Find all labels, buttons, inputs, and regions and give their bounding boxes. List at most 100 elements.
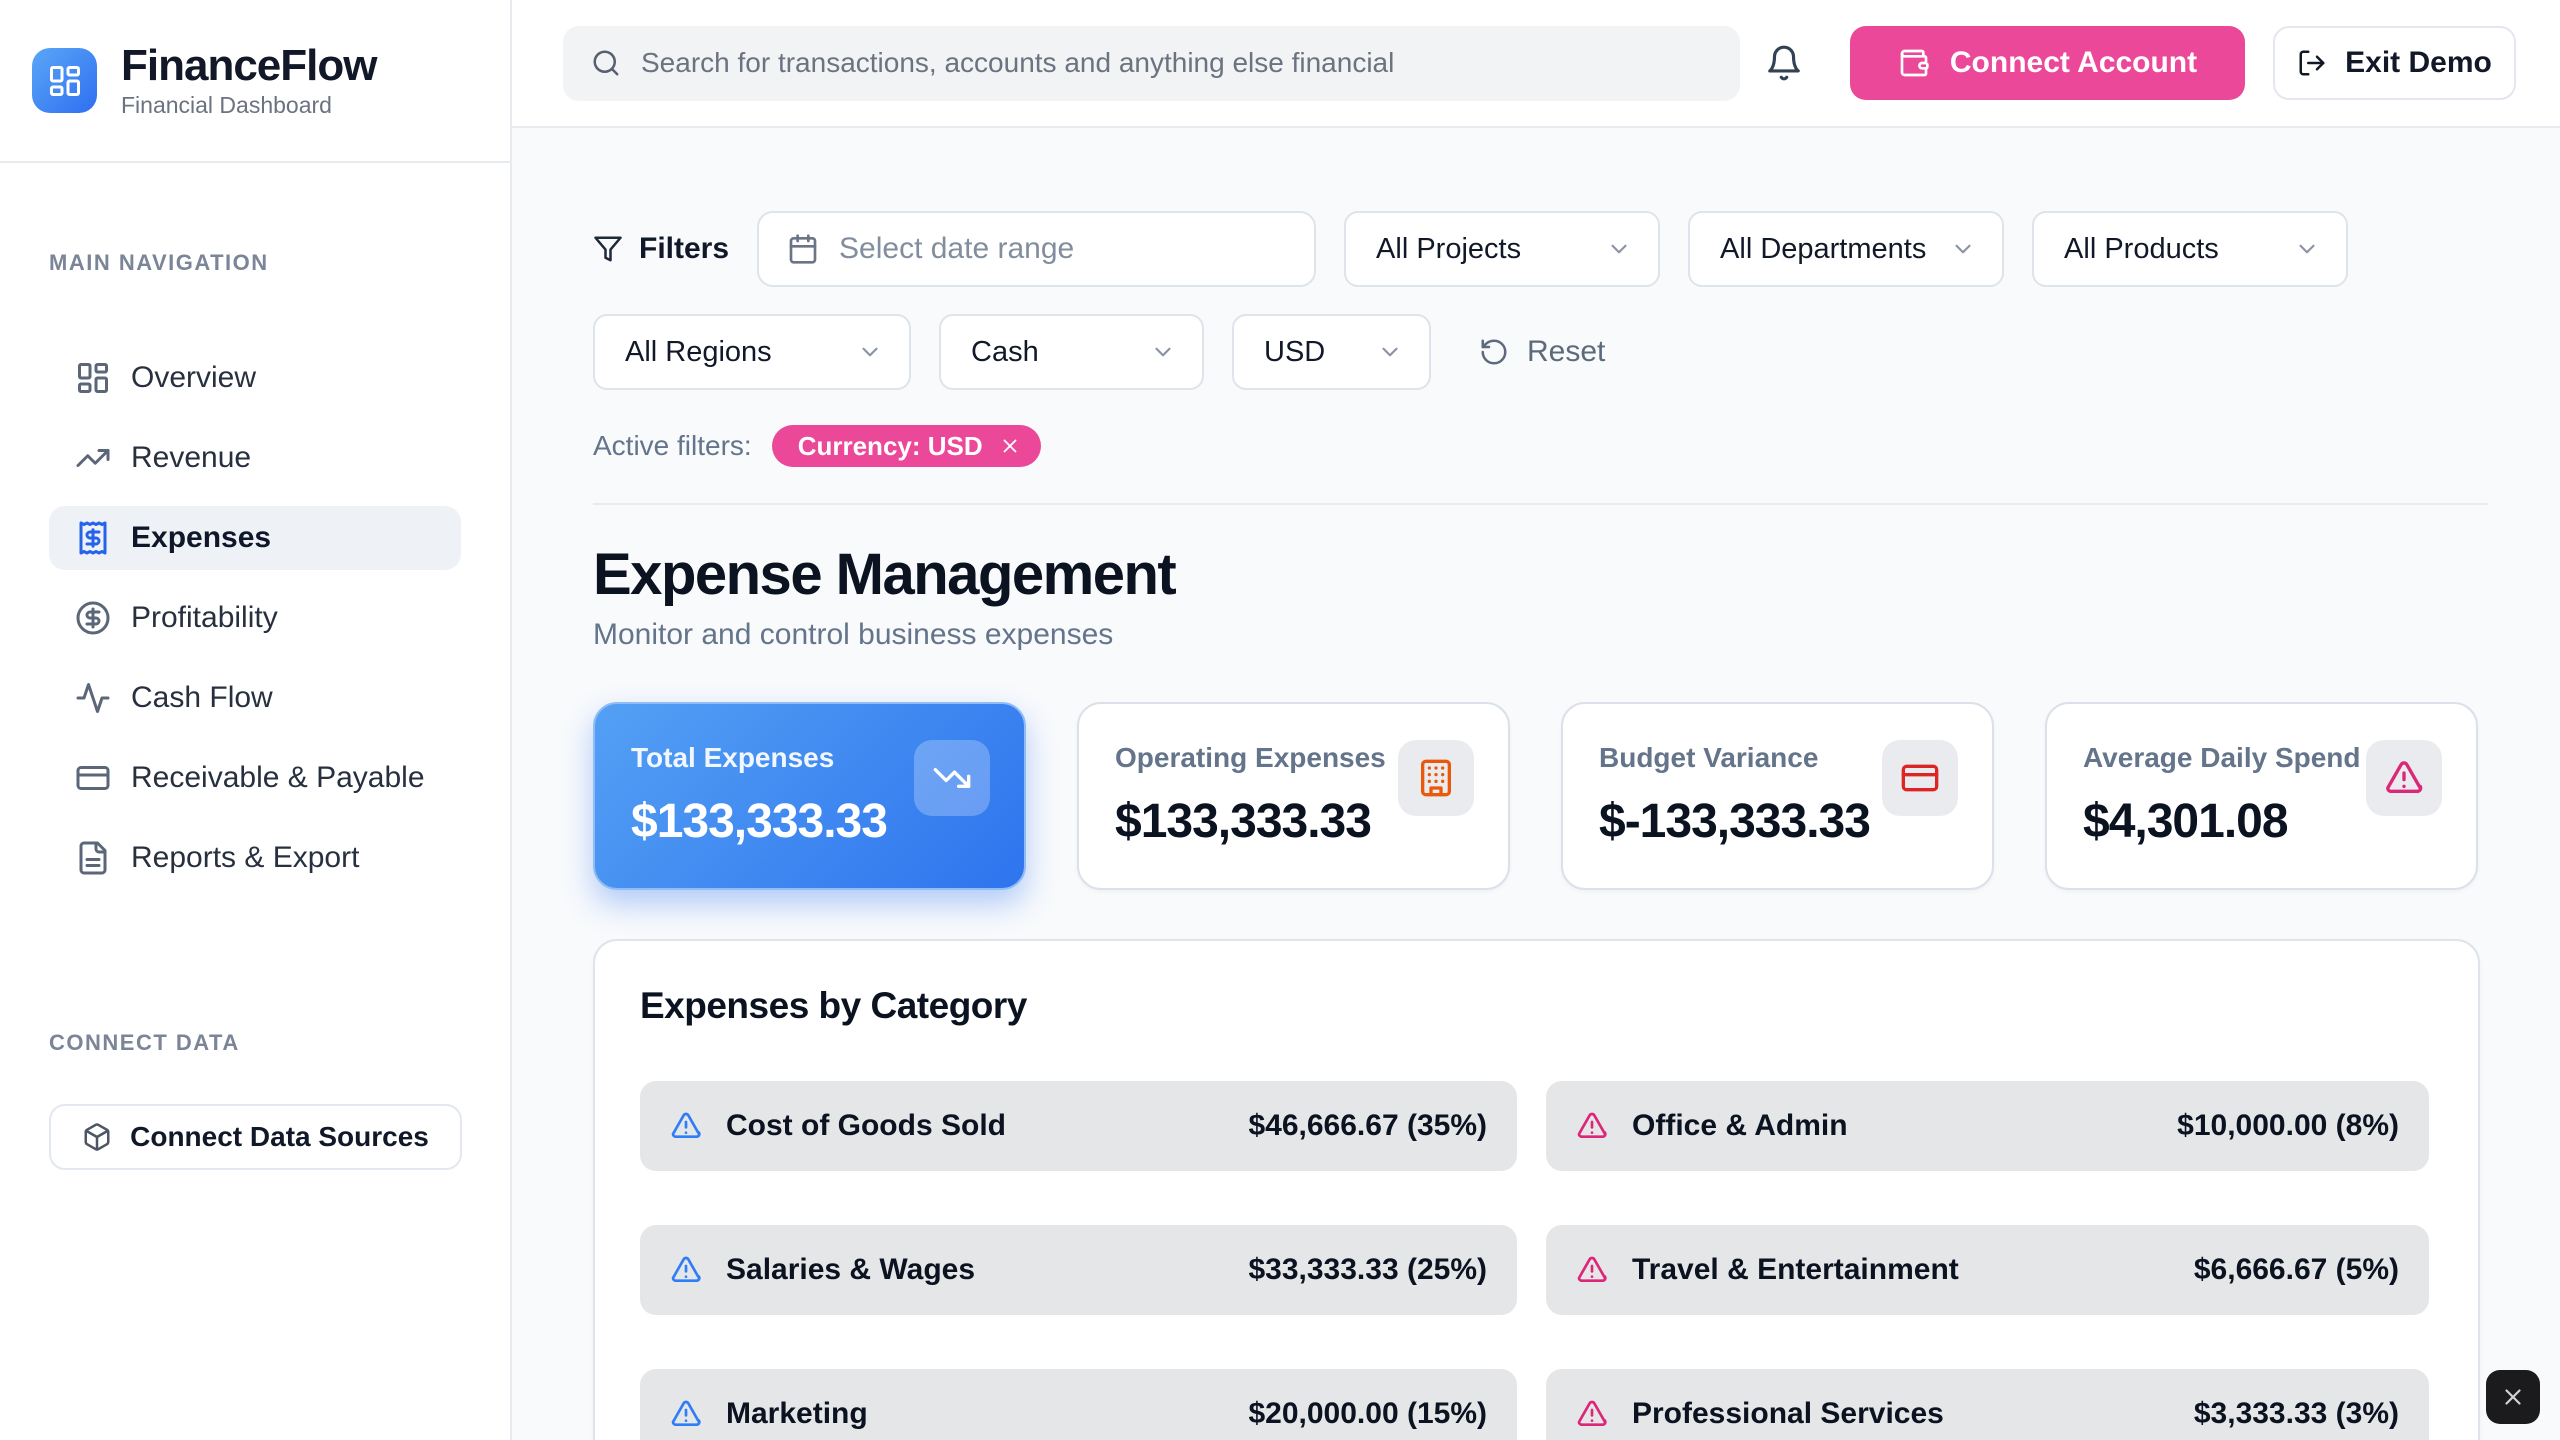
category-name: Travel & Entertainment: [1632, 1253, 1959, 1286]
chevron-down-icon: [857, 339, 883, 365]
alert-triangle-icon: [1576, 1398, 1608, 1430]
nav-item-icon: [75, 600, 111, 636]
stat-card[interactable]: Total Expenses $133,333.33: [593, 702, 1026, 890]
filter-select-value: All Products: [2064, 232, 2219, 265]
stat-card[interactable]: Operating Expenses $133,333.33: [1077, 702, 1510, 890]
category-name: Cost of Goods Sold: [726, 1109, 1006, 1142]
nav-item-icon: [75, 760, 111, 796]
connect-data-sources-button[interactable]: Connect Data Sources: [49, 1104, 462, 1170]
date-range-input[interactable]: Select date range: [757, 211, 1317, 287]
category-amount: $6,666.67 (5%): [2193, 1253, 2399, 1286]
active-filter-badge[interactable]: Currency: USD: [771, 425, 1041, 467]
sidebar-item[interactable]: Reports & Export: [49, 826, 461, 890]
stat-card-icon-box: [914, 740, 990, 816]
reset-filters-button[interactable]: Reset: [1479, 335, 1605, 369]
reset-label: Reset: [1527, 335, 1606, 368]
category-amount: $46,666.67 (35%): [1248, 1109, 1487, 1142]
log-out-icon: [2297, 48, 2327, 78]
nav-item-label: Expenses: [131, 521, 272, 554]
sidebar: FinanceFlow Financial Dashboard MAIN NAV…: [0, 0, 512, 1440]
connect-account-button[interactable]: Connect Account: [1850, 26, 2245, 100]
alert-triangle-icon: [670, 1110, 702, 1142]
active-filters-label: Active filters:: [593, 430, 752, 461]
sidebar-item[interactable]: Revenue: [49, 426, 461, 490]
filter-select[interactable]: All Projects: [1344, 211, 1661, 287]
category-row: Marketing $20,000.00 (15%): [640, 1369, 1517, 1440]
alert-triangle-icon: [670, 1254, 702, 1286]
nav-item-label: Receivable & Payable: [131, 761, 425, 794]
search-input[interactable]: [641, 47, 1712, 79]
bell-icon: [1765, 44, 1803, 82]
category-amount: $33,333.33 (25%): [1248, 1253, 1487, 1286]
main-area: Connect Account Exit Demo Filters Select…: [512, 0, 2560, 1440]
stat-card-icon-box: [2366, 740, 2442, 816]
active-filter-badge-label: Currency: USD: [797, 430, 983, 461]
sidebar-item[interactable]: Expenses: [49, 506, 461, 570]
brand-logo-icon: [32, 48, 97, 113]
chevron-down-icon: [2294, 236, 2320, 262]
notifications-button[interactable]: [1762, 41, 1806, 85]
content: Filters Select date range All Projects A…: [512, 128, 2560, 1440]
filter-funnel-icon: [593, 234, 623, 264]
sidebar-item[interactable]: Cash Flow: [49, 666, 461, 730]
nav-section-label: MAIN NAVIGATION: [49, 250, 269, 275]
rotate-ccw-icon: [1479, 337, 1509, 367]
alert-triangle-icon: [1576, 1110, 1608, 1142]
sidebar-item[interactable]: Profitability: [49, 586, 461, 650]
stat-card-label: Budget Variance: [1599, 742, 1819, 773]
filters-title-label: Filters: [639, 232, 730, 265]
stat-card[interactable]: Average Daily Spend $4,301.08: [2045, 702, 2478, 890]
category-name: Professional Services: [1632, 1397, 1944, 1430]
calendar-icon: [787, 233, 819, 265]
stat-card-value: $4,301.08: [2083, 795, 2289, 848]
nav-item-label: Overview: [131, 361, 257, 394]
stat-card-value: $133,333.33: [631, 795, 888, 848]
category-row: Cost of Goods Sold $46,666.67 (35%): [640, 1081, 1517, 1171]
category-row: Office & Admin $10,000.00 (8%): [1546, 1081, 2429, 1171]
filters-title: Filters: [593, 232, 729, 266]
nav-item-icon: [75, 680, 111, 716]
category-grid: Cost of Goods Sold $46,666.67 (35%) Sala…: [640, 1081, 2429, 1440]
expenses-by-category-section: Expenses by Category Cost of Goods Sold …: [593, 939, 2480, 1440]
category-row: Travel & Entertainment $6,666.67 (5%): [1546, 1225, 2429, 1315]
alert-triangle-icon: [1576, 1254, 1608, 1286]
search-box: [563, 25, 1740, 101]
floating-close-button[interactable]: [2486, 1370, 2540, 1424]
filter-select[interactable]: All Products: [2032, 211, 2349, 287]
stat-card[interactable]: Budget Variance $-133,333.33: [1561, 702, 1994, 890]
category-amount: $3,333.33 (3%): [2193, 1397, 2399, 1430]
search-icon: [591, 48, 621, 78]
filter-select-value: All Projects: [1376, 232, 1522, 265]
wallet-icon: [1898, 47, 1930, 79]
filter-select[interactable]: Cash: [939, 314, 1204, 390]
chevron-down-icon: [1606, 236, 1632, 262]
sidebar-item[interactable]: Overview: [49, 346, 461, 410]
stat-card-label: Average Daily Spend: [2083, 742, 2361, 773]
stats-row: Total Expenses $133,333.33 Operating Exp…: [593, 702, 2488, 890]
expenses-by-category-title: Expenses by Category: [640, 985, 1027, 1026]
connect-data-sources-label: Connect Data Sources: [130, 1121, 429, 1152]
filter-select[interactable]: All Regions: [593, 314, 911, 390]
nav-item-icon: [75, 360, 111, 396]
divider: [593, 503, 2488, 505]
nav-item-icon: [75, 840, 111, 876]
nav-item-label: Profitability: [131, 601, 278, 634]
exit-demo-button[interactable]: Exit Demo: [2273, 26, 2516, 100]
stat-card-label: Operating Expenses: [1115, 742, 1386, 773]
stat-card-icon-box: [1398, 740, 1474, 816]
brand-tagline: Financial Dashboard: [121, 92, 332, 119]
sidebar-item[interactable]: Receivable & Payable: [49, 746, 461, 810]
category-name: Marketing: [726, 1397, 868, 1430]
filter-select-value: All Departments: [1720, 232, 1927, 265]
brand-name: FinanceFlow: [121, 40, 377, 90]
stat-card-icon: [1416, 758, 1456, 798]
filter-select[interactable]: All Departments: [1688, 211, 2005, 287]
filter-select[interactable]: USD: [1232, 314, 1431, 390]
stat-card-icon: [1900, 758, 1940, 798]
stat-card-value: $133,333.33: [1115, 795, 1372, 848]
chevron-down-icon: [1150, 339, 1176, 365]
close-icon: [2500, 1384, 2526, 1410]
badge-close-icon[interactable]: [999, 435, 1021, 457]
filter-select-value: All Regions: [625, 335, 772, 368]
